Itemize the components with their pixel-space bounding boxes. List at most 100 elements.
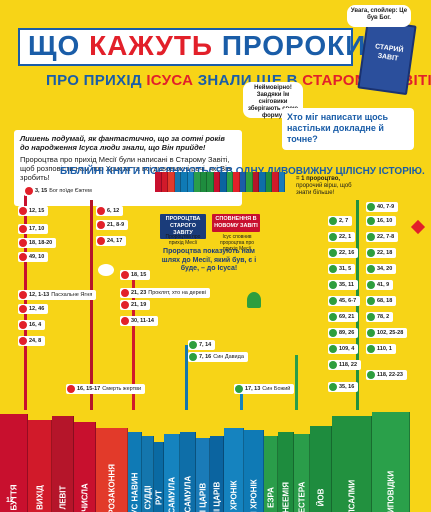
prophecy-pill: 12, 1-13 Пасхальне Ягня bbox=[18, 290, 97, 300]
one-prophecy-rest: пророчий вірш, щоб знати більше! bbox=[296, 183, 352, 196]
prophecy-pill: 18, 18-20 bbox=[18, 238, 57, 248]
prophecy-pill: 17, 10 bbox=[18, 224, 49, 234]
prophecy-dot-icon bbox=[19, 291, 27, 299]
prophecy-ref: 118, 22 bbox=[339, 362, 358, 368]
strip-book bbox=[272, 172, 279, 192]
shelf-book: НЕЕМІЯ bbox=[278, 432, 294, 512]
prophecy-dot-icon bbox=[329, 233, 337, 241]
strip-book bbox=[233, 172, 240, 192]
prophecy-pill: 21, 19 bbox=[120, 300, 151, 310]
prophecy-dot-icon bbox=[367, 371, 375, 379]
strip-book bbox=[168, 172, 175, 192]
shelf-book: ПСАЛМИ bbox=[332, 416, 372, 512]
prophecy-ref: 40, 7-9 bbox=[377, 204, 395, 210]
prophecy-pill: 2, 7 bbox=[328, 216, 353, 226]
strip-book bbox=[220, 172, 227, 192]
prophecy-dot-icon bbox=[25, 187, 33, 195]
prophecy-dot-icon bbox=[235, 385, 243, 393]
prophecy-pill: 41, 9 bbox=[366, 280, 394, 290]
shelf-book-label: І ЦАРІВ bbox=[198, 482, 207, 512]
prophecy-pill: 109, 4 bbox=[328, 344, 359, 354]
intro-box: Лишень подумай, як фантастично, що за со… bbox=[14, 130, 242, 206]
shelf-book-label: ВТОРОЗАКОННЯ bbox=[107, 463, 116, 512]
prophecy-pill: 35, 16 bbox=[328, 382, 359, 392]
prophecy-ref: 16, 10 bbox=[377, 218, 393, 224]
prophecy-pill: 16, 4 bbox=[18, 320, 46, 330]
prophecy-dot-icon bbox=[329, 281, 337, 289]
prophecy-ref: 34, 20 bbox=[377, 266, 393, 272]
title-accent: КАЖУТЬ bbox=[89, 30, 214, 61]
shelf-book: ВИХІД bbox=[28, 420, 52, 512]
strip-book bbox=[213, 172, 220, 192]
shelf-book-label: ЛЕВІТ bbox=[58, 485, 67, 510]
shelf-book-label: ЙОВ bbox=[316, 488, 325, 507]
shelf-book-label: СУДДІ bbox=[143, 485, 152, 510]
prophecy-pill: 16, 15-17 Смерть жертви bbox=[66, 384, 146, 394]
prophecy-pill: 17, 13 Син Божий bbox=[234, 384, 295, 394]
prophecy-note: Син Божий bbox=[262, 386, 291, 392]
shelf-book-label: ЧИСЛА bbox=[80, 483, 89, 512]
shelf-book-label: ПРИПОВІДКИ bbox=[386, 470, 395, 512]
prophecy-ref: 22, 18 bbox=[377, 250, 393, 256]
shelf-book: ЙОВ bbox=[310, 426, 332, 512]
heart-icon bbox=[410, 219, 426, 235]
prophecy-pill: 7, 14 bbox=[188, 340, 216, 350]
stem bbox=[240, 390, 243, 410]
prophecy-pill: 22, 16 bbox=[328, 248, 359, 258]
prophecy-pill: 16, 10 bbox=[366, 216, 397, 226]
title-part1: ЩО bbox=[28, 30, 90, 61]
prophecy-pill: 49, 10 bbox=[18, 252, 49, 262]
prophecy-dot-icon bbox=[19, 321, 27, 329]
shelf-book-label: ВИХІД bbox=[35, 485, 44, 510]
prophecy-pill: 3, 15 Бог поїде Єжтем bbox=[24, 186, 96, 196]
shelf-book-label: І САМУІЛА bbox=[167, 476, 176, 512]
shelf-book-label: НЕЕМІЯ bbox=[281, 481, 290, 512]
shelf-book-label: І ХРОНІК bbox=[229, 480, 238, 512]
prophecy-note: Пасхальне Ягня bbox=[51, 292, 93, 298]
prophecy-ref: 89, 26 bbox=[339, 330, 355, 336]
prophecy-dot-icon bbox=[367, 217, 375, 225]
book-label: СТАРИЙ ЗАВІТ bbox=[374, 43, 404, 63]
prophecy-pill: 40, 7-9 bbox=[366, 202, 399, 212]
prophecy-ref: 17, 13 bbox=[245, 386, 261, 392]
prophecy-ref: 35, 11 bbox=[339, 282, 354, 288]
shelf-book: ВТОРОЗАКОННЯ bbox=[96, 428, 128, 512]
prophecy-ref: 3, 15 bbox=[35, 188, 48, 194]
prophecy-pill: 6, 12 bbox=[96, 206, 124, 216]
prophecy-ref: 16, 4 bbox=[29, 322, 42, 328]
prophecy-dot-icon bbox=[67, 385, 75, 393]
prophecy-dot-icon bbox=[367, 297, 375, 305]
strip-book bbox=[239, 172, 246, 192]
shelf-book: І ЦАРІВ bbox=[196, 438, 210, 512]
shelf-book-label: ЕСТЕРА bbox=[297, 481, 306, 512]
strip-book bbox=[246, 172, 253, 192]
shelf-book: ЛЕВІТ bbox=[52, 416, 74, 512]
prophecy-ref: 21, 23 bbox=[131, 290, 147, 296]
prophecy-ref: 30, 11-14 bbox=[131, 318, 154, 324]
prophecy-pill: 118, 22 bbox=[328, 360, 362, 370]
prophecy-pill: 118, 22-23 bbox=[366, 370, 407, 380]
prophecy-ref: 45, 6-7 bbox=[339, 298, 357, 304]
prophecy-ref: 18, 18-20 bbox=[29, 240, 53, 246]
prophecy-pill: 22, 7-8 bbox=[366, 232, 399, 242]
prophecy-ref: 22, 7-8 bbox=[377, 234, 395, 240]
prophecy-pill: 78, 2 bbox=[366, 312, 394, 322]
prophecy-dot-icon bbox=[329, 383, 337, 391]
stem bbox=[295, 355, 298, 410]
prophecy-dot-icon bbox=[367, 203, 375, 211]
lamb-icon bbox=[98, 264, 114, 276]
prophecy-pill: 24, 8 bbox=[18, 336, 46, 346]
prophecy-dot-icon bbox=[121, 317, 129, 325]
strip-book bbox=[252, 172, 259, 192]
shelf-book: І САМУІЛА bbox=[164, 434, 180, 512]
prophecy-ref: 2, 7 bbox=[339, 218, 349, 224]
intro-bold-text: Лишень подумай, як фантастично, що за со… bbox=[20, 134, 225, 152]
prophecy-pill: 45, 6-7 bbox=[328, 296, 361, 306]
intro-regular-text: Пророцтва про прихід Месії були написані… bbox=[20, 155, 231, 182]
shelf-book-label: ІІ ХРОНІК bbox=[249, 479, 258, 512]
prophecy-dot-icon bbox=[367, 233, 375, 241]
prophecy-ref: 22, 16 bbox=[339, 250, 355, 256]
prophecy-pill: 102, 25-28 bbox=[366, 328, 408, 338]
strip-book bbox=[259, 172, 266, 192]
strip-book bbox=[207, 172, 214, 192]
